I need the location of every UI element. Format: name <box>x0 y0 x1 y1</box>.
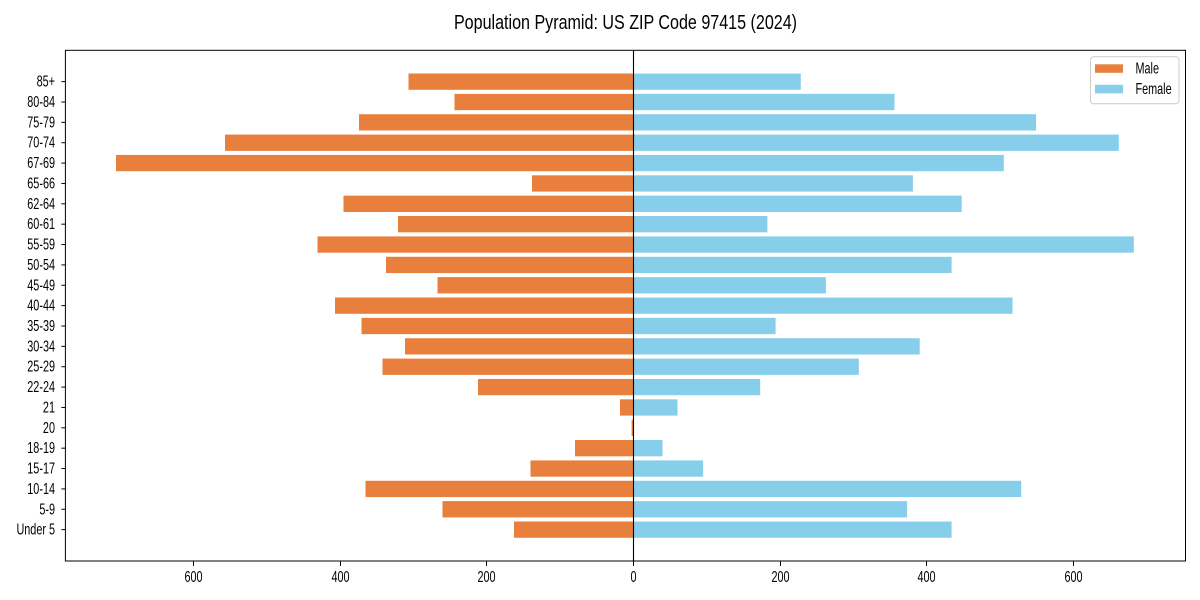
svg-text:Male: Male <box>1135 60 1158 77</box>
svg-text:200: 200 <box>771 568 789 585</box>
svg-text:200: 200 <box>477 568 495 585</box>
svg-text:Population Pyramid: US ZIP Cod: Population Pyramid: US ZIP Code 97415 (2… <box>454 11 797 33</box>
svg-text:62-64: 62-64 <box>27 195 55 212</box>
svg-text:15-17: 15-17 <box>27 460 55 477</box>
svg-text:400: 400 <box>331 568 349 585</box>
svg-text:55-59: 55-59 <box>27 236 55 253</box>
svg-text:35-39: 35-39 <box>27 317 55 334</box>
svg-text:60-61: 60-61 <box>27 215 55 232</box>
svg-text:40-44: 40-44 <box>27 297 55 314</box>
svg-text:75-79: 75-79 <box>27 113 55 130</box>
svg-text:85+: 85+ <box>37 73 56 90</box>
svg-text:20: 20 <box>43 419 55 436</box>
svg-text:600: 600 <box>1064 568 1082 585</box>
svg-text:18-19: 18-19 <box>27 439 55 456</box>
svg-text:0: 0 <box>630 568 636 585</box>
svg-text:65-66: 65-66 <box>27 175 55 192</box>
svg-text:400: 400 <box>917 568 935 585</box>
svg-text:25-29: 25-29 <box>27 358 55 375</box>
svg-text:80-84: 80-84 <box>27 93 55 110</box>
svg-text:30-34: 30-34 <box>27 337 55 354</box>
svg-text:Female: Female <box>1135 80 1171 97</box>
svg-text:50-54: 50-54 <box>27 256 55 273</box>
svg-text:600: 600 <box>184 568 202 585</box>
svg-text:21: 21 <box>43 399 55 416</box>
svg-text:10-14: 10-14 <box>27 480 55 497</box>
svg-text:5-9: 5-9 <box>39 500 55 517</box>
svg-text:70-74: 70-74 <box>27 134 55 151</box>
svg-text:45-49: 45-49 <box>27 276 55 293</box>
svg-text:22-24: 22-24 <box>27 378 55 395</box>
svg-text:Under 5: Under 5 <box>16 521 55 538</box>
svg-text:67-69: 67-69 <box>27 154 55 171</box>
